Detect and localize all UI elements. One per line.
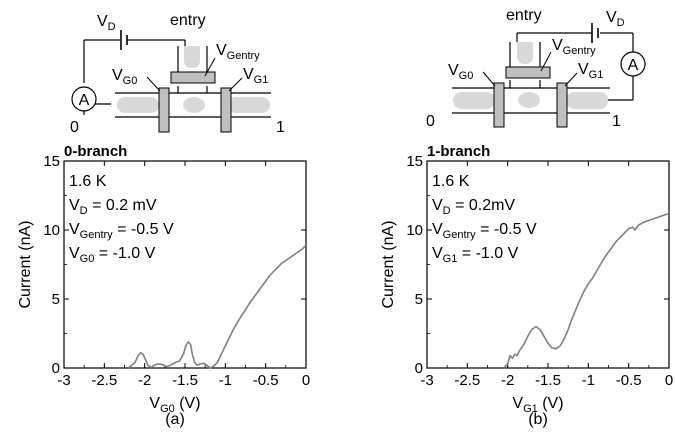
chart-1-branch: 1-branch -3 -2.5 -2 -1.5 -1 -0.5 0 0 5 10 15 Current…	[380, 143, 673, 428]
figure-caption: (b)	[528, 411, 548, 428]
chart-0-branch: 0-branch -3 -2.5 -2 -1.5 -1 -0.5 0 0 5 10 15 Current…	[17, 143, 310, 428]
y-tick-label: 5	[415, 291, 423, 308]
annotation-parameter: VD = 0.2mV	[432, 197, 515, 217]
x-tick-label: -0.5	[253, 372, 279, 389]
x-tick-label: -1	[582, 372, 595, 389]
y-tick-label: 10	[43, 222, 60, 239]
annotation-temperature: 1.6 K	[432, 173, 470, 190]
plot-frame	[63, 160, 307, 369]
vd-label: VD	[97, 13, 116, 33]
vd-label: VD	[606, 9, 625, 29]
vg0-label: VG0	[112, 67, 137, 87]
y-axis-label: Current (nA)	[17, 220, 34, 308]
circuit-diagram-0-branch	[71, 30, 271, 118]
vgentry-label: VGentry	[216, 42, 260, 62]
x-tick-label: -2.5	[454, 372, 480, 389]
annotation-temperature: 1.6 K	[69, 173, 107, 190]
y-tick-label: 5	[52, 291, 60, 308]
chart-title: 0-branch	[64, 143, 127, 160]
x-tick-label: -2.5	[91, 372, 117, 389]
ammeter-label: A	[628, 57, 639, 74]
circuit-left-labels: VD entry A VG0 VGentry VG1 0 1	[70, 12, 285, 136]
entry-label: entry	[506, 7, 542, 24]
plot-frame	[426, 160, 670, 369]
x-tick-label: -2	[501, 372, 514, 389]
port-0-label: 0	[426, 113, 435, 130]
x-tick-label: -0.5	[616, 372, 642, 389]
vg0-label: VG0	[448, 62, 473, 82]
x-axis-label: VG0 (V)	[149, 395, 200, 415]
circuit-right-labels: VD entry A VG0 VGentry VG1 0 1	[426, 7, 639, 130]
y-tick-label: 0	[415, 360, 423, 377]
x-tick-label: -1.5	[172, 372, 198, 389]
annotation-parameter: VD = 0.2 mV	[69, 197, 157, 217]
port-0-label: 0	[70, 119, 79, 136]
x-tick-label: -1.5	[535, 372, 561, 389]
current-series-line	[127, 244, 307, 369]
x-tick-label: 0	[302, 372, 310, 389]
chart-title: 1-branch	[427, 143, 490, 160]
x-axis-label: VG1 (V)	[512, 395, 563, 415]
y-tick-label: 15	[43, 153, 60, 170]
ammeter-symbol	[620, 51, 646, 77]
entry-label: entry	[170, 12, 206, 29]
annotation-parameter: VGentry = -0.5 V	[432, 221, 537, 241]
figure-caption: (a)	[165, 411, 185, 428]
annotation-parameter: VG0 = -1.0 V	[69, 245, 156, 265]
ammeter-symbol	[71, 86, 97, 112]
annotation-parameter: VG1 = -1.0 V	[432, 245, 519, 265]
vg1-label: VG1	[578, 61, 603, 81]
x-tick-label: -1	[219, 372, 232, 389]
vgentry-label: VGentry	[552, 37, 596, 57]
x-tick-label: -2	[138, 372, 151, 389]
x-tick-label: 0	[665, 372, 673, 389]
y-tick-label: 10	[406, 222, 423, 239]
vg1-label: VG1	[243, 66, 268, 86]
circuit-left-regions	[117, 46, 270, 133]
x-tick-label: -3	[420, 372, 433, 389]
y-tick-label: 15	[406, 153, 423, 170]
y-tick-label: 0	[52, 360, 60, 377]
x-tick-label: -3	[57, 372, 70, 389]
circuit-diagram-1-branch	[452, 23, 646, 114]
port-1-label: 1	[612, 113, 621, 130]
port-1-label: 1	[276, 119, 285, 136]
current-series-line	[503, 212, 670, 369]
y-axis-label: Current (nA)	[380, 220, 397, 308]
ammeter-label: A	[79, 92, 90, 109]
circuit-right-regions	[453, 42, 608, 128]
annotation-parameter: VGentry = -0.5 V	[69, 221, 174, 241]
